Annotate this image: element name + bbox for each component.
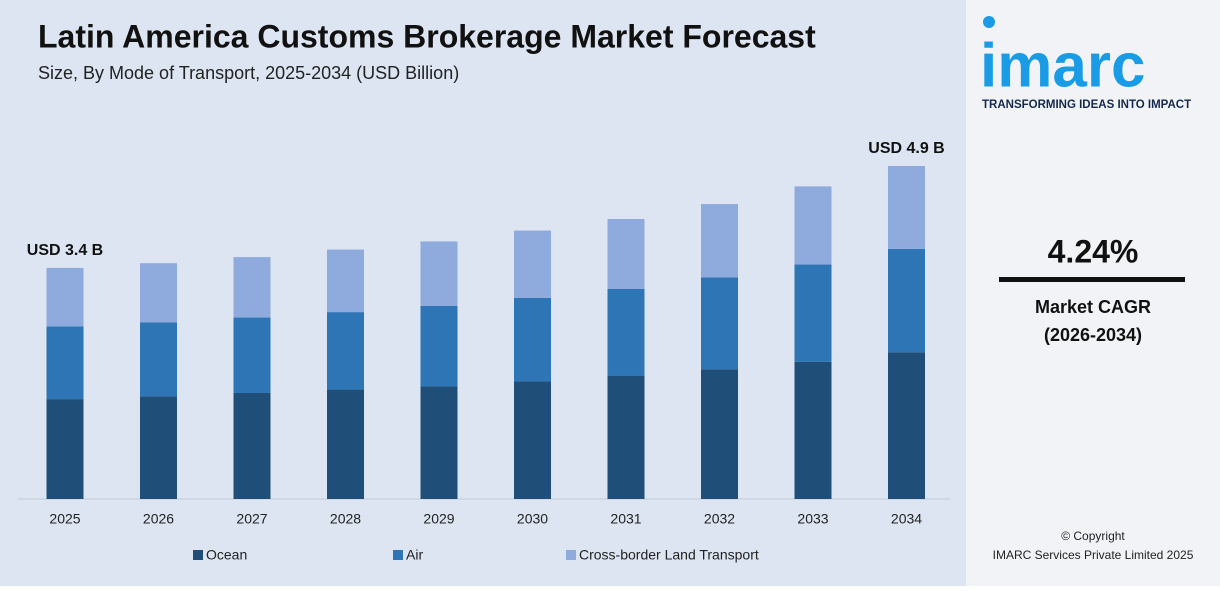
bar-segment [46,326,84,400]
bar-segment [140,263,177,323]
x-tick-label: 2034 [891,511,922,527]
bar-segment [420,386,458,499]
bar-segment [327,249,364,313]
bar-segment [607,375,645,499]
bar-segment [233,317,271,393]
logo: imarc [980,31,1145,100]
bar-segment [607,289,645,376]
bar-segment [888,248,925,353]
bar-segment [514,381,551,499]
bar-segment [701,204,738,278]
bar-segment [420,305,458,387]
bar-segment [701,369,738,499]
copyright: © Copyright [1061,529,1125,543]
x-tick-label: 2029 [423,511,454,527]
total-label: USD 4.9 B [868,140,944,157]
bar-segment [794,264,832,362]
legend-swatch [193,550,203,560]
cagr-value: 4.24% [1048,233,1139,269]
bar-segment [140,396,177,499]
cagr-rule [999,277,1185,282]
cagr-label: Market CAGR [1035,297,1151,317]
bar-segment [327,312,364,390]
legend-swatch [566,550,576,560]
bar-segment [794,361,832,499]
legend-swatch [393,550,403,560]
x-tick-label: 2026 [143,511,174,527]
cagr-period: (2026-2034) [1044,325,1142,345]
bar-segment [794,186,832,265]
x-tick-label: 2033 [797,511,828,527]
bar-segment [701,277,738,370]
bar-segment [420,241,458,306]
bar-segment [514,230,551,298]
chart-title: Latin America Customs Brokerage Market F… [38,18,816,54]
bar-segment [140,322,177,397]
x-tick-label: 2025 [49,511,80,527]
legend-label: Cross-border Land Transport [579,547,759,563]
bar-segment [888,166,925,249]
company: IMARC Services Private Limited 2025 [993,548,1194,562]
x-tick-label: 2027 [236,511,267,527]
bar-segment [888,352,925,499]
bar-segment [46,399,84,499]
bar-segment [46,267,84,327]
bar-segment [327,389,364,499]
bar-segment [233,257,271,318]
bar-segment [233,392,271,499]
bar-segment [607,219,645,290]
x-tick-label: 2032 [704,511,735,527]
x-tick-label: 2031 [610,511,641,527]
chart-subtitle: Size, By Mode of Transport, 2025-2034 (U… [38,63,459,83]
tagline: TRANSFORMING IDEAS INTO IMPACT [982,99,1191,111]
legend-label: Ocean [206,547,247,563]
x-tick-label: 2028 [330,511,361,527]
total-label: USD 3.4 B [27,242,103,259]
sidebar-background [966,0,1220,586]
legend-label: Air [406,547,423,563]
bar-segment [514,297,551,382]
x-tick-label: 2030 [517,511,548,527]
logo-dot [983,16,995,28]
